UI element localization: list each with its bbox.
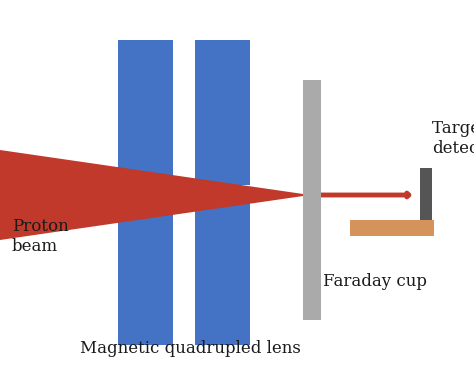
Bar — [195, 40, 250, 185]
Bar — [303, 80, 321, 320]
Text: Proton
beam: Proton beam — [12, 218, 69, 255]
Text: Magnetic quadrupled lens: Magnetic quadrupled lens — [80, 340, 301, 357]
Bar — [195, 200, 250, 345]
Bar — [118, 40, 173, 185]
Bar — [420, 168, 432, 226]
Text: Faraday cup: Faraday cup — [323, 273, 427, 290]
Text: Target and
detectors: Target and detectors — [432, 120, 474, 156]
Bar — [118, 200, 173, 345]
Polygon shape — [0, 150, 310, 240]
Bar — [350, 220, 434, 236]
